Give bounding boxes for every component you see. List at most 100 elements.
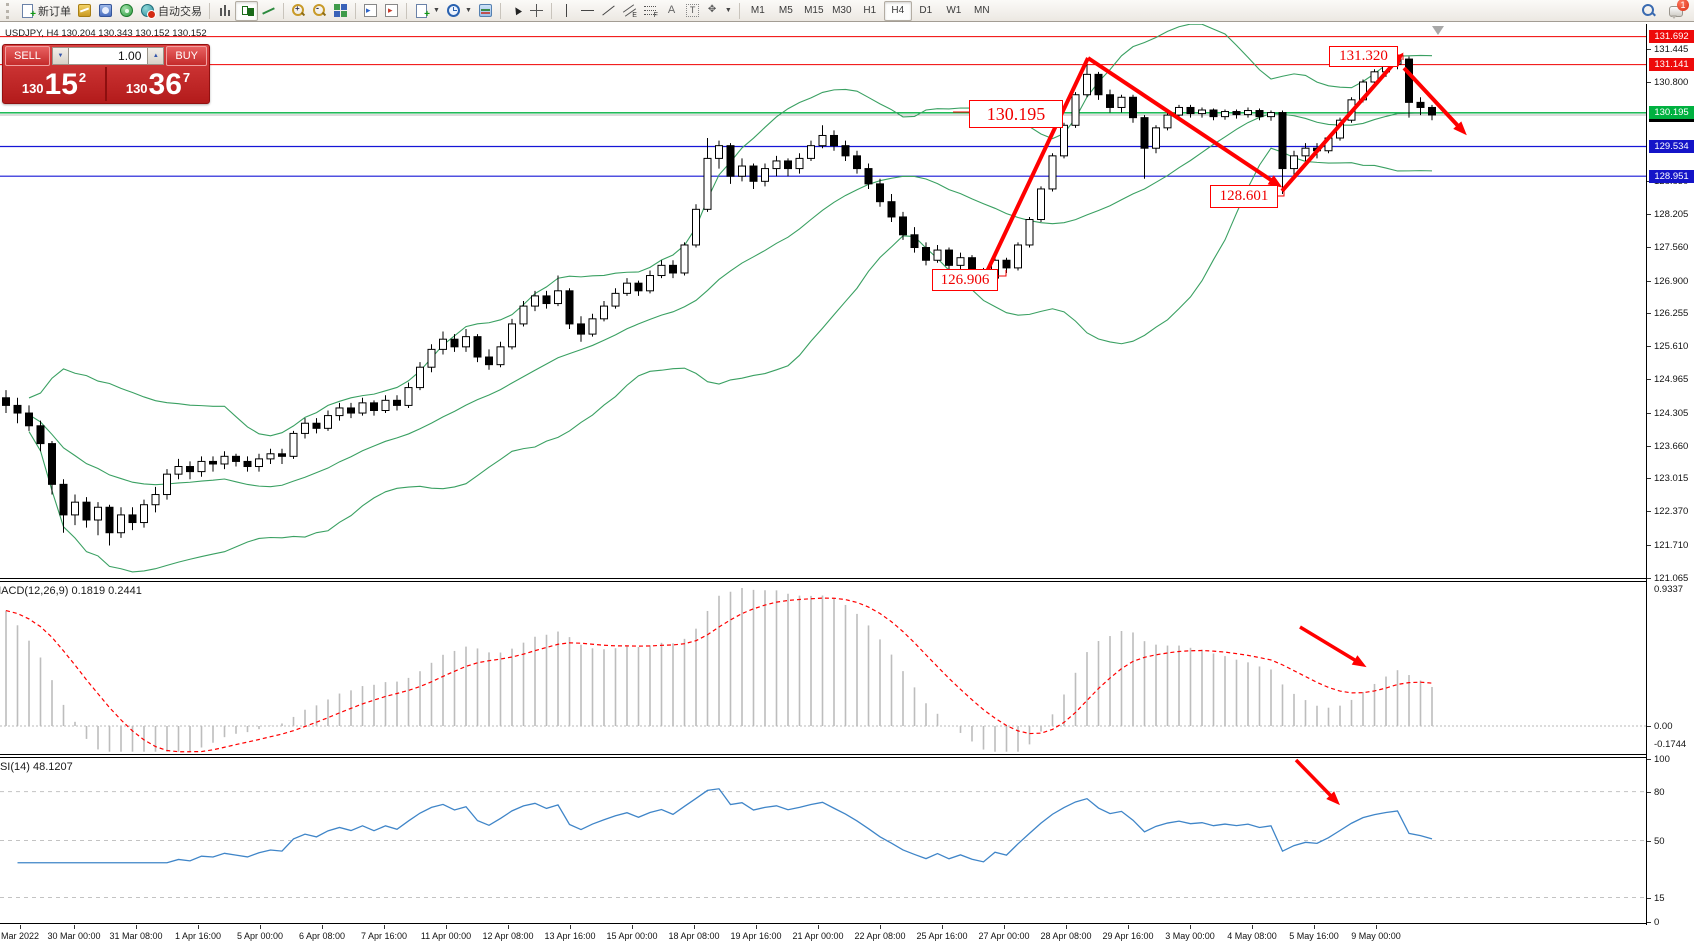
profiles-button[interactable]: [74, 2, 95, 20]
price-tick-label: 128.205: [1654, 209, 1689, 221]
period-button[interactable]: ▼: [443, 2, 475, 20]
notifications-button[interactable]: 1: [1665, 0, 1689, 20]
candle: [1152, 127, 1160, 149]
text-label-button[interactable]: T: [682, 2, 703, 20]
date-label: 7 Apr 16:00: [360, 931, 408, 941]
buy-price[interactable]: 130 36 7: [107, 67, 209, 101]
timeframe-button-m5[interactable]: M5: [778, 5, 793, 16]
price-tick-label: 126.900: [1654, 275, 1689, 287]
rsi-pane[interactable]: RSI(14) 48.1207: [0, 758, 1646, 923]
timeframe-button-h1[interactable]: H1: [863, 5, 877, 16]
price-tick-label: 123.015: [1654, 473, 1689, 485]
timeframe-button-m15[interactable]: M15: [804, 5, 824, 16]
trendline-button[interactable]: [598, 2, 619, 20]
timeframe-button-d1[interactable]: D1: [919, 5, 933, 16]
candle: [910, 234, 919, 249]
zoom-in-icon: +: [291, 3, 306, 18]
price-tick-label: 125.610: [1654, 341, 1689, 353]
main-chart-canvas[interactable]: [0, 24, 1646, 578]
navigator-button[interactable]: [116, 2, 137, 20]
candlestick-chart-icon: [239, 3, 254, 18]
buy-button[interactable]: BUY: [166, 46, 207, 66]
arrows-button[interactable]: ✥ ▼: [703, 2, 735, 20]
price-annotation-131.320[interactable]: 131.320: [1329, 46, 1398, 67]
annotation-connector: [1397, 54, 1404, 60]
auto-scroll-button[interactable]: ▸: [360, 2, 381, 20]
candle: [36, 425, 45, 445]
macd-canvas[interactable]: [0, 582, 1646, 754]
chart-properties-button[interactable]: [475, 2, 496, 20]
toolbar-grip[interactable]: [6, 2, 14, 19]
data-window-button[interactable]: [95, 2, 116, 20]
timeframe-button-mn[interactable]: MN: [974, 5, 990, 16]
main-chart-pane[interactable]: [0, 24, 1646, 578]
chart-shift-button[interactable]: ▸: [381, 2, 402, 20]
candle: [818, 134, 827, 147]
line-chart-button[interactable]: [258, 2, 279, 20]
candle: [887, 201, 896, 218]
new-chart-button[interactable]: + ▼: [411, 2, 443, 20]
text-button[interactable]: A: [661, 2, 682, 20]
volume-input[interactable]: 1.00: [68, 47, 148, 65]
sell-price[interactable]: 130 15 2: [3, 67, 105, 101]
candle: [255, 458, 263, 468]
date-label: 15 Apr 00:00: [606, 931, 658, 941]
date-axis[interactable]: Mar 2022 30 Mar 00:00 31 Mar 08:00 1 Apr 16…: [0, 925, 1694, 947]
candle: [703, 157, 712, 210]
vertical-line-button[interactable]: [556, 2, 577, 20]
bar-chart-button[interactable]: [214, 2, 235, 20]
autotrading-icon: [140, 3, 156, 19]
autotrading-button[interactable]: 自动交易: [137, 2, 205, 20]
macd-label: MACD(12,26,9) 0.1819 0.2441: [0, 585, 142, 597]
search-button[interactable]: [1638, 2, 1659, 20]
equidistant-channel-button[interactable]: E: [619, 2, 640, 20]
bollinger-middle: [28, 112, 1433, 488]
macd-pane[interactable]: MACD(12,26,9) 0.1819 0.2441: [0, 582, 1646, 754]
fibonacci-button[interactable]: F: [640, 2, 661, 20]
new-chart-icon: +: [414, 3, 430, 20]
volume-increase-button[interactable]: ▲: [147, 47, 165, 65]
sell-button[interactable]: SELL: [5, 46, 50, 66]
rsi-tick-mark: [1647, 922, 1651, 923]
timeframe-button-m1[interactable]: M1: [750, 5, 765, 16]
date-label: 29 Apr 16:00: [1102, 931, 1154, 941]
price-axis[interactable]: 131.445130.800128.850128.205127.560126.9…: [1646, 24, 1694, 928]
rsi-level-label: 80: [1654, 786, 1665, 798]
timeframe-button-m30[interactable]: M30: [832, 5, 852, 16]
price-tick-label: 127.560: [1654, 242, 1689, 253]
new-order-button[interactable]: + 新订单: [17, 2, 74, 20]
crosshair-button[interactable]: [526, 2, 547, 20]
price-tick-label: 123.660: [1654, 440, 1689, 452]
bollinger-upper: [28, 24, 1433, 437]
volume-decrease-button[interactable]: ▼: [51, 47, 69, 65]
macd-max-label: 0.9337: [1654, 584, 1684, 595]
zoom-out-button[interactable]: -: [309, 2, 330, 20]
macd-signal-line: [5, 597, 1433, 753]
rsi-canvas[interactable]: [0, 758, 1646, 923]
price-annotation-130.195[interactable]: 130.195: [969, 100, 1063, 128]
tile-windows-button[interactable]: [330, 2, 351, 20]
candle: [853, 155, 861, 170]
timeframe-button-h4[interactable]: H4: [883, 0, 912, 21]
price-annotation-128.601[interactable]: 128.601: [1210, 185, 1278, 208]
timeframe-button-w1[interactable]: W1: [946, 5, 962, 16]
horizontal-line-button[interactable]: [577, 2, 598, 20]
candle: [1048, 155, 1057, 190]
candle: [117, 514, 125, 534]
candle: [1140, 117, 1149, 149]
candle: [1209, 109, 1218, 118]
rsi-level-label: 100: [1654, 754, 1670, 765]
candle: [784, 160, 792, 170]
date-tick-mark: [446, 925, 447, 929]
cursor-button[interactable]: ▲: [505, 1, 526, 20]
price-tick-mark: [1647, 313, 1651, 315]
date-label: 1 Apr 16:00: [174, 931, 222, 941]
price-tick-label: 121.065: [1654, 572, 1689, 584]
zoom-in-button[interactable]: +: [288, 2, 309, 20]
date-tick-mark: [322, 925, 323, 929]
price-annotation-126.906[interactable]: 126.906: [932, 269, 998, 291]
date-label: 27 Apr 00:00: [978, 931, 1030, 941]
candle: [485, 356, 493, 366]
candlestick-chart-button[interactable]: [235, 0, 258, 21]
